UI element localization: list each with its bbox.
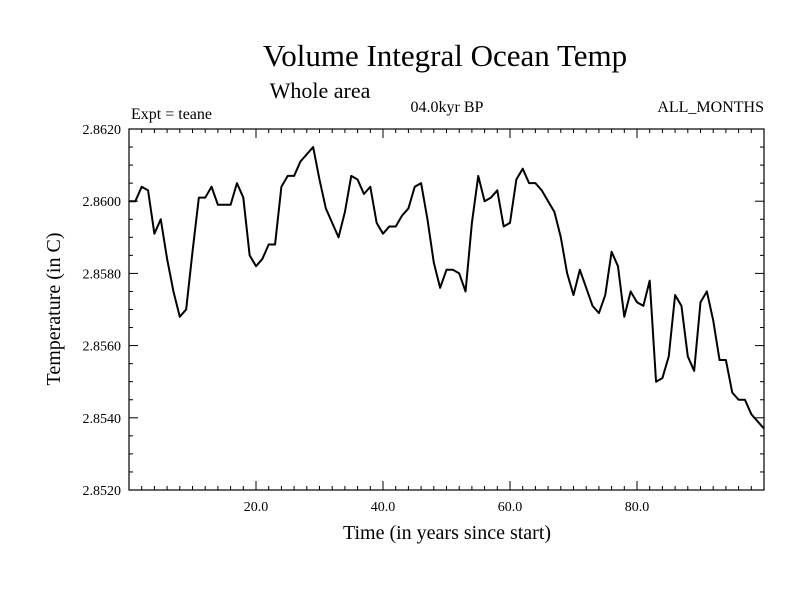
chart-title: Volume Integral Ocean Temp: [263, 38, 627, 73]
y-tick-label: 2.8520: [83, 484, 122, 499]
y-tick-label: 2.8560: [83, 340, 122, 355]
y-axis-label: Temperature (in C): [43, 233, 65, 386]
chart-subtitle: Whole area: [270, 78, 371, 103]
experiment-label: Expt = teane: [131, 106, 212, 123]
x-tick-label: 60.0: [498, 500, 523, 515]
y-tick-label: 2.8620: [83, 123, 122, 138]
y-tick-label: 2.8540: [83, 412, 122, 427]
months-label: ALL_MONTHS: [657, 99, 764, 116]
x-tick-label: 40.0: [371, 500, 396, 515]
series-line: [129, 146, 765, 430]
y-axis: 2.8520 2.8540 2.8560 2.8580 2.8600 2.8620: [83, 123, 764, 499]
minor-ticks: [129, 129, 764, 490]
y-tick-label: 2.8580: [83, 267, 122, 282]
x-axis: 20.0 40.0 60.0 80.0: [244, 129, 650, 515]
plot-frame: [128, 128, 765, 491]
x-tick-label: 20.0: [244, 500, 269, 515]
x-tick-label: 80.0: [625, 500, 650, 515]
x-axis-label: Time (in years since start): [343, 522, 551, 544]
y-tick-label: 2.8600: [83, 195, 122, 210]
period-label: 04.0kyr BP: [411, 99, 484, 116]
